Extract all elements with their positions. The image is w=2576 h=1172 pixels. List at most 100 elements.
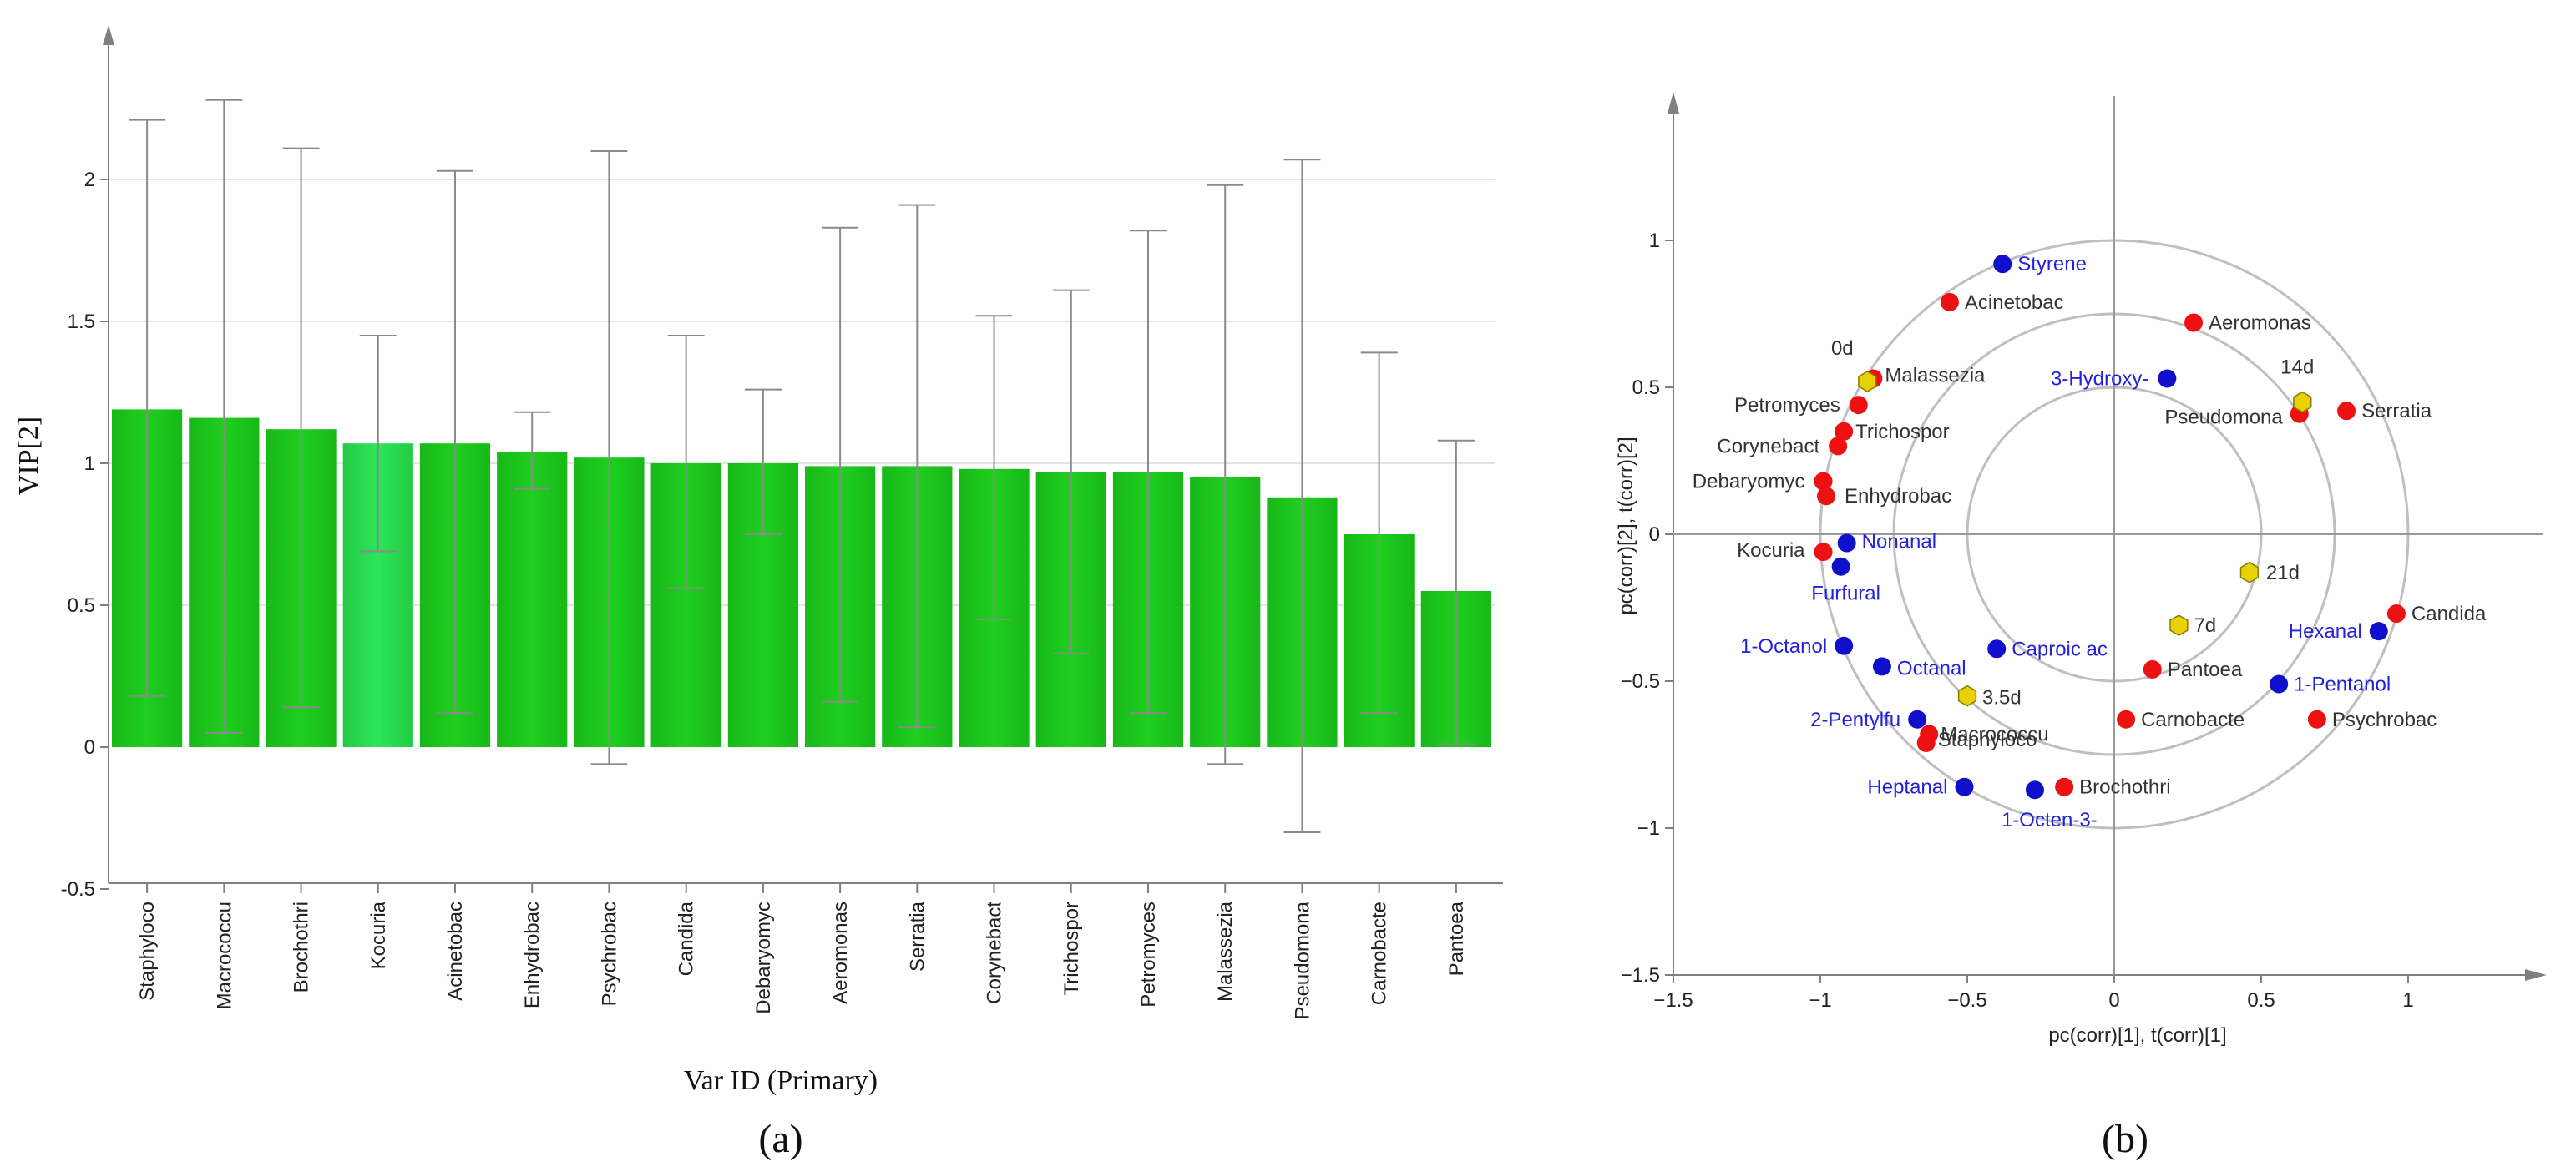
- microbe-marker: [1940, 292, 1959, 311]
- y-tick-labels: -0.5 0 0.5 1 1.5 2: [61, 169, 95, 901]
- point-label: 21d: [2266, 562, 2300, 584]
- point-label: Carnobacte: [2141, 709, 2245, 731]
- microbe-marker: [2184, 313, 2204, 332]
- caption-a: (a): [758, 1117, 802, 1161]
- y-tick-label: -0.5: [61, 878, 95, 901]
- x-tick-label: Corynebact: [984, 902, 1006, 1004]
- x-tick-label: 0: [2108, 989, 2119, 1012]
- point-label: Heptanal: [1867, 776, 1947, 799]
- y-tick-label: 2: [84, 169, 95, 191]
- caption-b: (b): [2102, 1117, 2148, 1161]
- point-label: Pantoea: [2168, 659, 2243, 681]
- point-label: Furfural: [1811, 583, 1880, 605]
- volatile-marker: [1955, 777, 1974, 796]
- volatile-marker: [1993, 255, 2012, 274]
- volatile-marker: [2158, 369, 2177, 388]
- y-tick-label: 0: [1649, 523, 1660, 546]
- tick-labels: −1.5 −1 −0.5 0 0.5 1 −1.5 −1 −0.5 0 0.5 1: [1621, 230, 2414, 1012]
- y-tick-label: −1.5: [1621, 964, 1660, 987]
- axes: [1665, 92, 2547, 983]
- y-tick-label: 1: [1649, 230, 1660, 252]
- point-label: Staphyloco: [1938, 729, 2037, 751]
- volatile-marker: [1987, 639, 2007, 659]
- x-tick-label: 0.5: [2247, 989, 2275, 1012]
- bar-series: [112, 409, 1491, 747]
- volatile-marker: [2025, 780, 2044, 800]
- point-label: 3-Hydroxy-: [2051, 367, 2148, 390]
- microbe-marker: [2386, 604, 2406, 624]
- y-axis-label: VIP[2]: [13, 417, 44, 495]
- point-label: 1-Octanol: [1740, 635, 1827, 658]
- x-tick-label: Pseudomona: [1291, 901, 1313, 1019]
- x-tick-label: −0.5: [1947, 989, 1986, 1012]
- point-label: Corynebact: [1717, 435, 1819, 457]
- volatile-marker: [1835, 636, 1854, 655]
- x-tick-label: 1: [2402, 989, 2413, 1012]
- x-tick-label: Malassezia: [1214, 901, 1237, 1002]
- point-label: Serratia: [2361, 400, 2432, 422]
- microbe-marker: [2143, 659, 2162, 679]
- point-label: Hexanal: [2289, 620, 2362, 643]
- point-label: Styrene: [2017, 253, 2087, 275]
- point-label: Enhydrobac: [1845, 485, 1951, 508]
- microbe-marker: [1817, 487, 1836, 506]
- microbe-marker: [2117, 710, 2136, 729]
- x-tick-label: Acinetobac: [444, 902, 467, 1001]
- y-axis-label: pc(corr)[2], t(corr)[2]: [1615, 437, 1637, 614]
- point-label: Trichospor: [1855, 421, 1949, 443]
- point-label: Kocuria: [1737, 539, 1805, 562]
- x-tick-label: Macrococcu: [213, 902, 235, 1009]
- point-label: 1-Octen-3-: [2002, 809, 2098, 831]
- x-tick-label: −1: [1809, 989, 1831, 1012]
- x-tick-label: −1.5: [1653, 989, 1693, 1012]
- microbe-marker: [1814, 472, 1833, 491]
- y-axis-arrow: [1668, 92, 1679, 114]
- volatile-marker: [1872, 657, 1891, 676]
- point-label: Brochothri: [2079, 776, 2170, 799]
- x-tick-label: Carnobacte: [1369, 902, 1391, 1005]
- point-label: Octanal: [1897, 657, 1966, 679]
- point-label: Nonanal: [1862, 531, 1936, 553]
- point-label: Debaryomyc: [1693, 471, 1805, 493]
- x-tick-label: Trichospor: [1060, 902, 1083, 995]
- storage-day-marker: [2239, 561, 2260, 583]
- point-label: Malassezia: [1885, 364, 1986, 386]
- x-tick-label: Serratia: [906, 901, 929, 972]
- point-label: Caproic ac: [2012, 638, 2108, 660]
- x-tick-label: Pantoea: [1445, 901, 1468, 976]
- point-label: Candida: [2412, 603, 2487, 625]
- y-tick-label: 1.5: [68, 311, 95, 333]
- point-label: 7d: [2194, 614, 2216, 637]
- microbe-marker: [2307, 710, 2326, 729]
- point-label: Acinetobac: [1965, 291, 2064, 314]
- microbe-marker: [1835, 422, 1854, 441]
- volatile-marker: [1831, 557, 1850, 576]
- microbe-marker: [2055, 777, 2074, 796]
- storage-day-marker: [1957, 685, 1977, 707]
- y-tick-label: 0.5: [1632, 376, 1660, 399]
- point-label: Aeromonas: [2209, 312, 2311, 335]
- axes: [100, 25, 1503, 893]
- y-tick-label: 1: [84, 452, 95, 475]
- point-label: 3.5d: [1982, 687, 2022, 710]
- storage-day-marker: [2169, 614, 2189, 636]
- x-tick-label: Aeromonas: [829, 902, 852, 1004]
- point-label: 2-Pentylfu: [1810, 709, 1900, 731]
- microbe-marker: [1829, 437, 1848, 456]
- x-tick-label: Psychrobac: [598, 902, 620, 1006]
- point-label: Psychrobac: [2332, 709, 2437, 731]
- microbe-marker: [2337, 402, 2356, 421]
- x-axis-label: pc(corr)[1], t(corr)[1]: [2048, 1024, 2226, 1047]
- y-tick-label: 0.5: [68, 594, 95, 617]
- y-tick-label: −1: [1637, 817, 1660, 840]
- volatile-marker: [1837, 533, 1856, 553]
- point-label: Pseudomona: [2164, 407, 2283, 429]
- point-label: 14d: [2280, 356, 2314, 379]
- y-tick-label: −0.5: [1621, 670, 1660, 693]
- point-label: 1-Pentanol: [2294, 674, 2391, 696]
- bar: [497, 452, 568, 747]
- storage-day-marker: [1858, 371, 1877, 392]
- x-axis-arrow: [2525, 969, 2547, 981]
- vip-bar-chart: -0.5 0 0.5 1 1.5 2 Staphyloco Macrococcu Brocho…: [13, 25, 1503, 1161]
